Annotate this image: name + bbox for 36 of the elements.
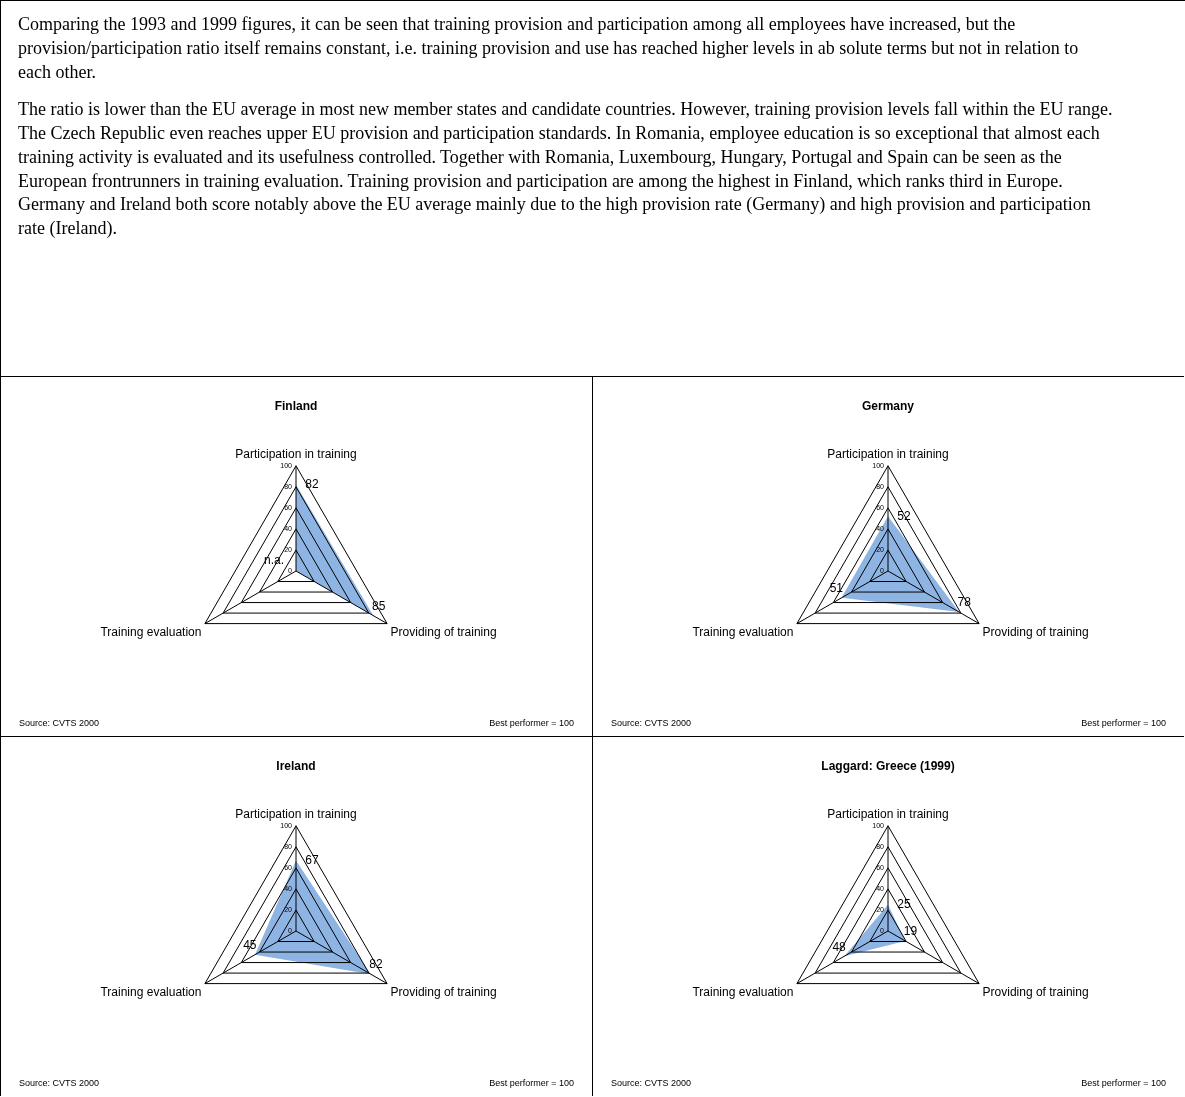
- text: n.a.: [263, 553, 285, 568]
- chart-title: Laggard: Greece (1999): [821, 758, 955, 773]
- spoke-label: Training evaluation: [100, 985, 202, 1000]
- data-label: 45: [243, 937, 257, 952]
- source-note: Source: CVTS 2000: [19, 1078, 100, 1088]
- data-label: 48: [832, 939, 847, 954]
- data-label: 67: [305, 852, 319, 867]
- source-note: Source: CVTS 2000: [611, 1078, 692, 1088]
- text: Best performer = 100: [1081, 1078, 1166, 1088]
- spoke-label: Participation in training: [827, 446, 949, 461]
- data-label: 51: [829, 581, 844, 596]
- data-label: 52: [897, 508, 911, 523]
- spoke-label: Providing of training: [390, 985, 497, 1000]
- source-note: Source: CVTS 2000: [611, 718, 692, 728]
- spoke-label: Training evaluation: [692, 985, 794, 1000]
- text: Comparing the 1993 and 1999 figures, it can be seen that training provision and participation among all employees have increased, but the provision/participation ratio itself remains constant, i.e. training provision and use has reached higher levels in ab solute terms but not in relation to each other.: [18, 13, 1080, 84]
- spoke-label: Providing of training: [982, 985, 1089, 1000]
- spoke-label: Providing of training: [390, 625, 497, 640]
- data-label: 25: [897, 897, 911, 912]
- source-note: Source: CVTS 2000: [19, 718, 100, 728]
- data-label: 19: [903, 924, 918, 939]
- chart-title: Ireland: [276, 758, 316, 773]
- spoke-label: Participation in training: [827, 806, 949, 821]
- text: Best performer = 100: [1081, 718, 1166, 728]
- data-label: 82: [305, 477, 319, 492]
- chart-title: Finland: [274, 398, 318, 413]
- data-label: 85: [371, 599, 386, 614]
- spoke-label: Training evaluation: [692, 625, 794, 640]
- spoke-label: Training evaluation: [100, 625, 202, 640]
- text: Best performer = 100: [489, 718, 574, 728]
- spoke-label: Participation in training: [235, 446, 357, 461]
- spoke-label: Participation in training: [235, 806, 357, 821]
- spoke-label: Providing of training: [982, 625, 1089, 640]
- text: Best performer = 100: [489, 1078, 574, 1088]
- chart-title: Germany: [861, 398, 915, 413]
- text: The ratio is lower than the EU average in most new member states and candidate countries. However, training provision levels fall within the EU range. The Czech Republic even reaches upper EU provision and participation standards. In Romania, employee education is so exceptional that almost each training activity is evaluated and its usefulness controlled. Together with Romania, Luxembourg, Hungary, Portugal and Spain can be seen as the European frontrunners in training evaluation. Training provision and participation are among the highest in Finland, which ranks third in Europe. Germany and Ireland both score notably above the EU average mainly due to the high provision rate (Germany) and high provision and participation rate (Ireland).: [18, 98, 1114, 240]
